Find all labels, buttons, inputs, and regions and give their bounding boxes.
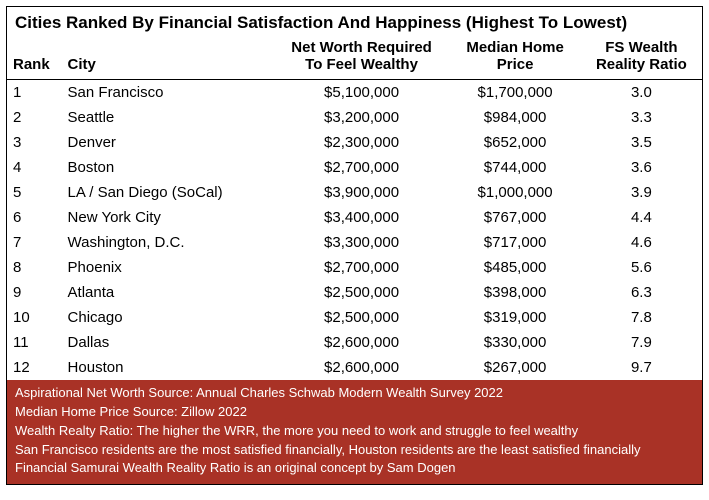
- cell-city: LA / San Diego (SoCal): [62, 180, 274, 205]
- cell-medianhome: $1,700,000: [449, 80, 580, 106]
- cell-city: New York City: [62, 205, 274, 230]
- cell-networth: $5,100,000: [274, 80, 450, 106]
- table-row: 9Atlanta$2,500,000$398,0006.3: [7, 280, 702, 305]
- footer-box: Aspirational Net Worth Source: Annual Ch…: [7, 380, 702, 484]
- cell-rank: 4: [7, 155, 62, 180]
- cell-medianhome: $485,000: [449, 255, 580, 280]
- page-title: Cities Ranked By Financial Satisfaction …: [7, 7, 702, 35]
- col-header-ratio-l1: FS Wealth: [605, 39, 677, 56]
- cell-ratio: 4.4: [581, 205, 702, 230]
- table-row: 11Dallas$2,600,000$330,0007.9: [7, 330, 702, 355]
- cell-networth: $2,500,000: [274, 305, 450, 330]
- cell-medianhome: $1,000,000: [449, 180, 580, 205]
- cell-rank: 5: [7, 180, 62, 205]
- cell-networth: $2,600,000: [274, 355, 450, 380]
- col-header-networth-l1: Net Worth Required: [291, 39, 432, 56]
- cell-medianhome: $717,000: [449, 230, 580, 255]
- cell-networth: $2,500,000: [274, 280, 450, 305]
- cell-networth: $3,300,000: [274, 230, 450, 255]
- table-row: 5LA / San Diego (SoCal)$3,900,000$1,000,…: [7, 180, 702, 205]
- cell-city: Denver: [62, 130, 274, 155]
- cell-networth: $2,600,000: [274, 330, 450, 355]
- cell-rank: 8: [7, 255, 62, 280]
- cell-ratio: 4.6: [581, 230, 702, 255]
- cell-city: Chicago: [62, 305, 274, 330]
- cell-rank: 1: [7, 80, 62, 106]
- cell-networth: $2,700,000: [274, 255, 450, 280]
- footer-line: Aspirational Net Worth Source: Annual Ch…: [15, 384, 694, 403]
- cell-city: Seattle: [62, 105, 274, 130]
- table-row: 6New York City$3,400,000$767,0004.4: [7, 205, 702, 230]
- cell-networth: $2,300,000: [274, 130, 450, 155]
- col-header-medianhome: Median Home Price: [449, 35, 580, 80]
- footer-line: San Francisco residents are the most sat…: [15, 441, 694, 460]
- cell-medianhome: $767,000: [449, 205, 580, 230]
- cell-city: Atlanta: [62, 280, 274, 305]
- col-header-networth: Net Worth Required To Feel Wealthy: [274, 35, 450, 80]
- cell-rank: 3: [7, 130, 62, 155]
- cell-ratio: 3.3: [581, 105, 702, 130]
- table-row: 4Boston$2,700,000$744,0003.6: [7, 155, 702, 180]
- col-header-city-label: City: [68, 56, 96, 73]
- footer-line: Financial Samurai Wealth Reality Ratio i…: [15, 459, 694, 478]
- col-header-rank-label: Rank: [13, 56, 50, 73]
- cell-city: Washington, D.C.: [62, 230, 274, 255]
- table-row: 7Washington, D.C.$3,300,000$717,0004.6: [7, 230, 702, 255]
- cell-networth: $2,700,000: [274, 155, 450, 180]
- cell-city: Phoenix: [62, 255, 274, 280]
- rankings-table: Rank City Net Worth Required To Feel Wea…: [7, 35, 702, 380]
- cell-medianhome: $330,000: [449, 330, 580, 355]
- footer-line: Wealth Realty Ratio: The higher the WRR,…: [15, 422, 694, 441]
- table-frame: Cities Ranked By Financial Satisfaction …: [6, 6, 703, 485]
- cell-ratio: 5.6: [581, 255, 702, 280]
- table-row: 10Chicago$2,500,000$319,0007.8: [7, 305, 702, 330]
- footer-line: Median Home Price Source: Zillow 2022: [15, 403, 694, 422]
- table-row: 8Phoenix$2,700,000$485,0005.6: [7, 255, 702, 280]
- col-header-city: City: [62, 35, 274, 80]
- cell-networth: $3,200,000: [274, 105, 450, 130]
- cell-city: Dallas: [62, 330, 274, 355]
- cell-rank: 12: [7, 355, 62, 380]
- table-row: 2Seattle$3,200,000$984,0003.3: [7, 105, 702, 130]
- cell-ratio: 3.9: [581, 180, 702, 205]
- col-header-medianhome-l1: Median Home: [466, 39, 564, 56]
- cell-ratio: 3.5: [581, 130, 702, 155]
- table-body: 1San Francisco$5,100,000$1,700,0003.02Se…: [7, 80, 702, 381]
- cell-medianhome: $319,000: [449, 305, 580, 330]
- cell-rank: 6: [7, 205, 62, 230]
- cell-medianhome: $744,000: [449, 155, 580, 180]
- cell-rank: 11: [7, 330, 62, 355]
- cell-ratio: 9.7: [581, 355, 702, 380]
- cell-rank: 9: [7, 280, 62, 305]
- cell-ratio: 7.8: [581, 305, 702, 330]
- cell-rank: 10: [7, 305, 62, 330]
- cell-medianhome: $652,000: [449, 130, 580, 155]
- cell-rank: 7: [7, 230, 62, 255]
- cell-ratio: 6.3: [581, 280, 702, 305]
- cell-city: Boston: [62, 155, 274, 180]
- cell-ratio: 3.6: [581, 155, 702, 180]
- cell-ratio: 7.9: [581, 330, 702, 355]
- col-header-ratio-l2: Reality Ratio: [596, 56, 687, 73]
- cell-networth: $3,400,000: [274, 205, 450, 230]
- cell-ratio: 3.0: [581, 80, 702, 106]
- cell-medianhome: $267,000: [449, 355, 580, 380]
- cell-networth: $3,900,000: [274, 180, 450, 205]
- cell-rank: 2: [7, 105, 62, 130]
- col-header-networth-l2: To Feel Wealthy: [305, 56, 418, 73]
- table-header-row: Rank City Net Worth Required To Feel Wea…: [7, 35, 702, 80]
- cell-medianhome: $398,000: [449, 280, 580, 305]
- table-row: 3Denver$2,300,000$652,0003.5: [7, 130, 702, 155]
- col-header-rank: Rank: [7, 35, 62, 80]
- table-row: 1San Francisco$5,100,000$1,700,0003.0: [7, 80, 702, 106]
- cell-city: Houston: [62, 355, 274, 380]
- col-header-medianhome-l2: Price: [497, 56, 534, 73]
- table-row: 12Houston$2,600,000$267,0009.7: [7, 355, 702, 380]
- col-header-ratio: FS Wealth Reality Ratio: [581, 35, 702, 80]
- cell-medianhome: $984,000: [449, 105, 580, 130]
- cell-city: San Francisco: [62, 80, 274, 106]
